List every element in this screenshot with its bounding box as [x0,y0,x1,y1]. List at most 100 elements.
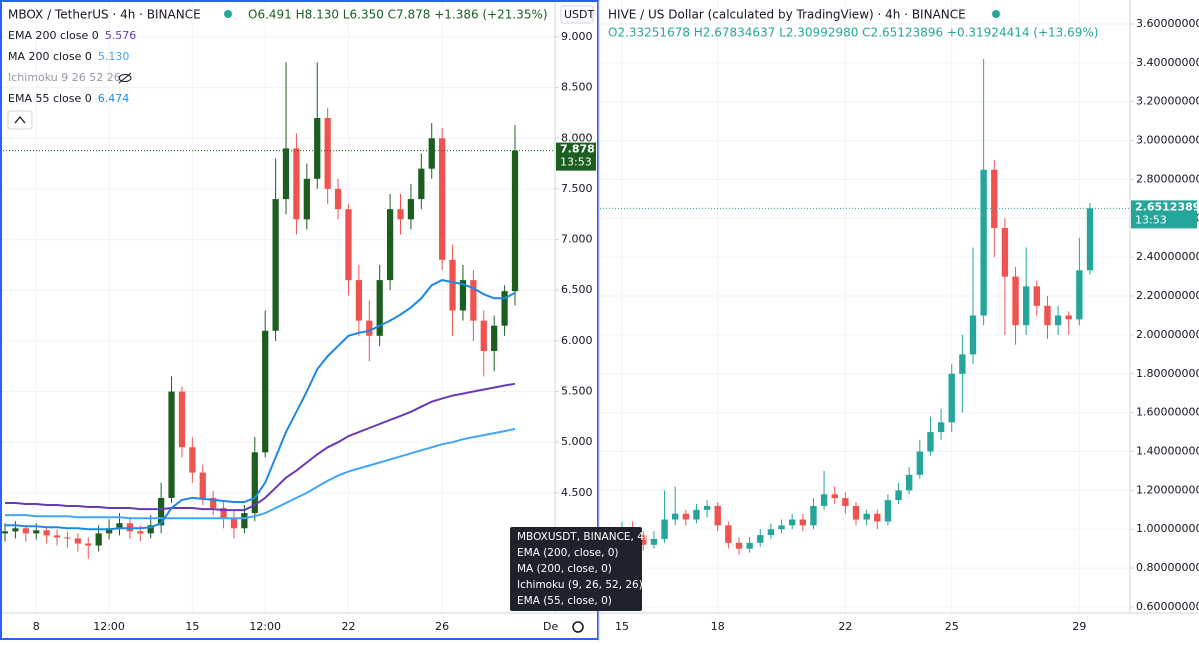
last-price-box [1131,200,1197,229]
candle-body [22,528,29,534]
settings-icon[interactable] [572,621,584,633]
candle-body [324,118,331,189]
candle-body [927,432,934,452]
y-tick-label: 3.20000000 [1136,95,1199,108]
x-tick-label: 12:00 [249,620,281,633]
candle-body [905,474,913,491]
candle-body [810,505,817,526]
candle-body [1076,270,1083,320]
hidden-eye-slash [118,72,132,84]
last-price-label: 7.878 [560,143,595,156]
x-tick-label: 22 [341,620,355,633]
candle-body [64,537,71,539]
last-price-label: 2.65123896 [1135,200,1199,213]
candle-body [1001,228,1009,277]
last-price-box [556,142,596,171]
candle-body [428,138,435,169]
candle-body [147,525,154,534]
candle-body [1,531,9,534]
x-tick-label: 26 [435,620,449,633]
indicator-line [5,382,516,512]
candle-body [230,518,238,529]
legend-name: EMA 55 close 0 [8,92,92,105]
candle-body [158,497,165,526]
overlay: MBOXUSDT, BINANCE, 4h EMA (200, close, 0)… [0,0,651,641]
candle-body [863,513,870,520]
candle-body [334,188,342,210]
chart-title: HIVE / US Dollar (calculated by TradingV… [608,8,966,22]
x-tick-label: 15 [185,620,199,633]
candle-body [1033,286,1041,306]
tooltip-line: EMA (200, close, 0) [517,547,619,559]
candle-body [1086,208,1094,271]
y-tick-label: 8.500 [561,81,593,94]
y-tick-label: 2.00000000 [1136,328,1199,341]
candle-body [937,422,945,433]
y-tick-label: 2.80000000 [1136,172,1199,185]
candle-body [480,320,487,352]
candle-body [355,280,362,321]
y-tick-label: 1.80000000 [1136,367,1199,380]
candle-body [366,320,373,336]
candle-body [491,325,498,352]
candle-body [220,508,227,519]
candle-body [303,178,310,220]
candle-body [511,150,519,292]
candle-body [345,209,352,281]
candle-body [820,494,828,506]
y-tick-label: 1.00000000 [1136,522,1199,535]
y-tick-label: 2.20000000 [1136,289,1199,302]
candle-body [842,498,849,506]
candle-body [397,209,404,220]
y-tick-label: 3.40000000 [1136,56,1199,69]
chart-title: MBOX / TetherUS · 4h · BINANCE [8,8,201,22]
y-tick-label: 4.500 [561,486,593,499]
x-tick-label: 18 [711,620,725,633]
right-chart: 0.60000000 0.80000000 1.00000000 1.20000000… [600,0,1199,633]
legend-value: 5.130 [98,50,130,63]
collapse-button[interactable] [7,110,33,130]
legend-entry: EMA 55 close 0 6.474 [8,92,129,105]
status-dot [992,10,1000,18]
candle-body [501,291,508,326]
candle-body [439,138,446,260]
candle-body [1022,286,1030,326]
y-tick-label: 0.60000000 [1136,600,1199,613]
x-tick-label: 25 [945,620,959,633]
candle-body [137,531,144,534]
indicator-line [5,428,516,520]
candle-body [948,373,955,423]
candle-body [1054,315,1062,326]
candle-body [386,209,394,281]
legend-entry: MA 200 close 0 5.130 [8,50,129,63]
x-tick-label: 12:00 [93,620,125,633]
y-tick-label: 3.00000000 [1136,134,1199,147]
y-tick-label: 6.000 [561,334,593,347]
x-tick-label: De [543,620,558,633]
ohlc-text: O6.491 H8.130 L6.350 C7.878 +1.386 (+21.… [248,8,548,22]
hidden-eye-icon [118,74,132,82]
candle-body [105,528,113,534]
candle-body [725,525,732,543]
candle-body [241,513,248,529]
legend-hidden-indicator: Ichimoku 9 26 52 26 [8,71,121,84]
candle-body [714,505,721,526]
candle-body [661,519,668,539]
y-tick-label: 2.40000000 [1136,250,1199,263]
candle-body [831,494,838,499]
candle-body [1012,276,1019,326]
candle-body [799,519,807,526]
candle-body [251,452,258,514]
y-tick-label: 1.20000000 [1136,483,1199,496]
candle-body [418,168,425,200]
candle-body [449,259,456,311]
candle-body [778,525,785,530]
candle-body [116,523,123,529]
candle-body [1044,305,1051,326]
y-tick-label: 8.000 [561,131,593,144]
candle-body [959,354,966,374]
currency-box [560,5,594,24]
candle-body [178,391,186,448]
currency-label: USDT [564,8,595,21]
